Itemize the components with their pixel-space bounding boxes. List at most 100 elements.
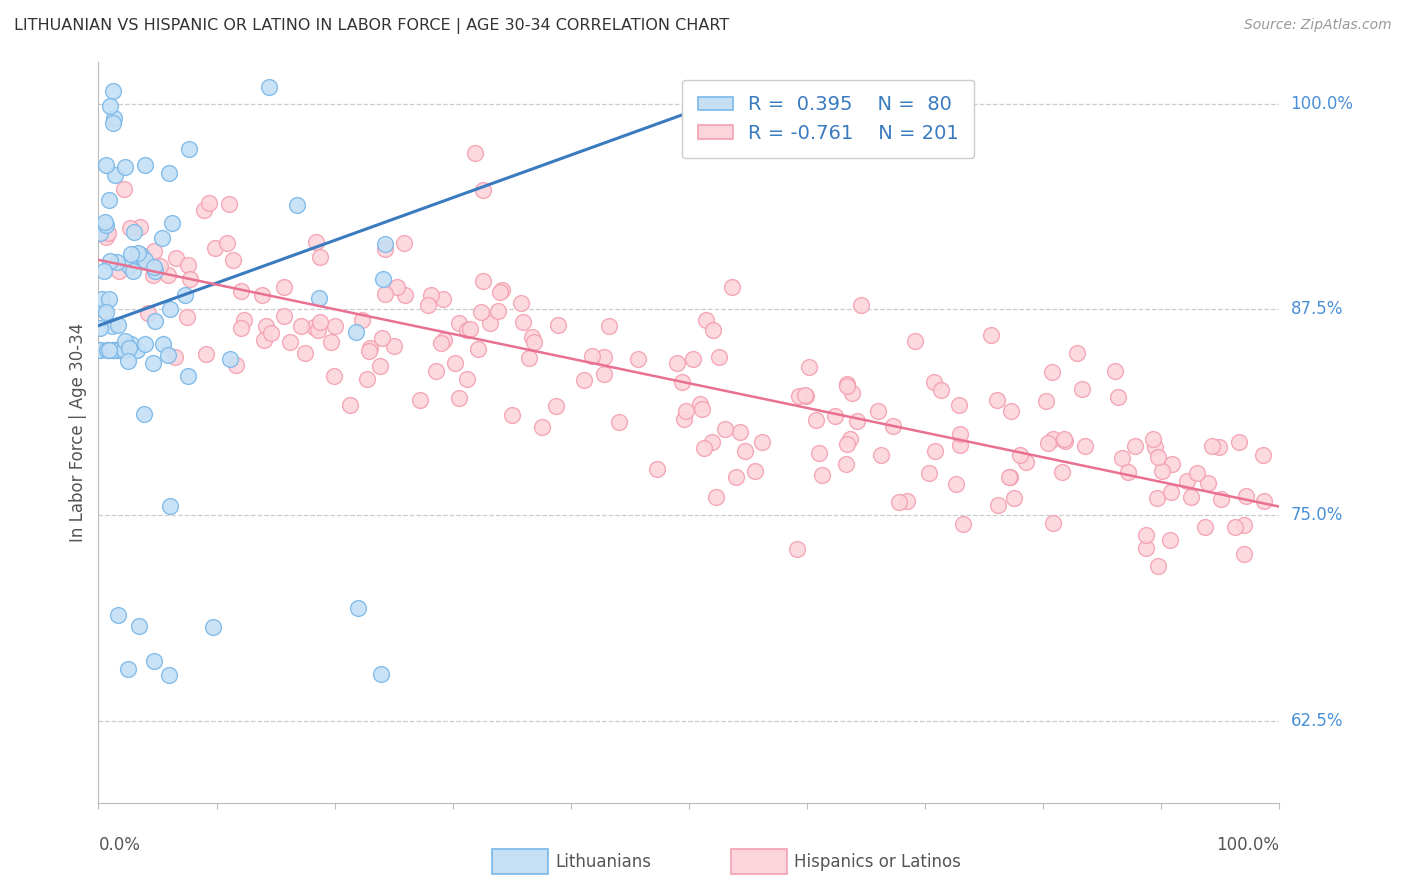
Point: [598, 318, 620, 333]
Point: [704, 490, 727, 504]
Point: [986, 393, 1008, 408]
Point: [418, 298, 440, 312]
Point: [1185, 467, 1208, 481]
Point: [374, 242, 396, 256]
Point: [904, 334, 927, 349]
Point: [382, 338, 405, 352]
Point: [734, 443, 756, 458]
Point: [522, 334, 544, 349]
Text: 0.0%: 0.0%: [98, 836, 141, 855]
Point: [305, 235, 328, 250]
Point: [724, 470, 747, 484]
Point: [103, 343, 125, 358]
Point: [104, 343, 127, 358]
Point: [118, 341, 141, 355]
Point: [1175, 474, 1198, 488]
Point: [323, 319, 346, 334]
Point: [294, 346, 316, 360]
Point: [117, 663, 139, 677]
Point: [1227, 435, 1250, 450]
Point: [794, 388, 817, 402]
Point: [1161, 457, 1184, 471]
Point: [149, 260, 172, 274]
Point: [229, 284, 252, 298]
Point: [447, 391, 470, 405]
Point: [98, 99, 121, 113]
Point: [512, 315, 534, 329]
Point: [339, 398, 361, 412]
Point: [308, 315, 330, 329]
Point: [128, 618, 150, 632]
Point: [374, 287, 396, 301]
Point: [479, 316, 502, 330]
Point: [302, 320, 325, 334]
Point: [232, 313, 254, 327]
Point: [695, 313, 717, 327]
Point: [120, 336, 142, 351]
Point: [105, 343, 128, 358]
Point: [794, 389, 817, 403]
Point: [96, 343, 118, 358]
Point: [163, 351, 186, 365]
Point: [998, 470, 1021, 484]
Point: [666, 356, 689, 370]
Point: [278, 334, 301, 349]
Point: [1002, 491, 1025, 505]
Point: [165, 251, 187, 265]
Point: [159, 499, 181, 513]
Point: [250, 288, 273, 302]
Point: [581, 349, 603, 363]
Point: [98, 343, 121, 358]
Point: [841, 386, 863, 401]
Point: [839, 433, 862, 447]
Point: [174, 287, 197, 301]
Text: Hispanics or Latinos: Hispanics or Latinos: [794, 853, 962, 871]
Point: [1223, 520, 1246, 534]
Point: [1107, 391, 1129, 405]
Point: [176, 310, 198, 325]
Point: [150, 231, 173, 245]
Point: [607, 415, 630, 429]
Point: [682, 352, 704, 367]
Point: [93, 303, 115, 318]
Point: [117, 354, 139, 368]
Point: [222, 253, 245, 268]
Point: [430, 335, 453, 350]
Point: [1232, 518, 1254, 533]
Point: [671, 375, 693, 389]
Point: [108, 343, 131, 358]
Point: [1070, 382, 1092, 396]
Point: [488, 285, 510, 299]
Point: [97, 226, 120, 240]
Point: [1253, 493, 1275, 508]
Point: [472, 273, 495, 287]
Point: [125, 343, 148, 358]
Point: [949, 438, 972, 452]
Point: [215, 235, 238, 250]
Point: [179, 272, 201, 286]
Point: [143, 314, 166, 328]
Point: [1211, 492, 1233, 507]
Point: [157, 268, 180, 282]
Point: [929, 383, 952, 397]
Point: [835, 377, 858, 392]
Point: [350, 312, 373, 326]
Point: [129, 220, 152, 235]
Point: [1104, 364, 1126, 378]
Point: [142, 260, 165, 275]
Point: [319, 334, 342, 349]
Point: [101, 115, 124, 129]
Point: [114, 343, 136, 358]
Point: [1135, 541, 1157, 555]
Point: [287, 198, 309, 212]
Point: [1208, 440, 1230, 454]
Point: [359, 342, 381, 356]
Point: [134, 158, 156, 172]
Point: [922, 376, 945, 390]
Point: [1035, 393, 1057, 408]
Point: [103, 111, 125, 125]
Point: [134, 407, 156, 421]
Point: [728, 425, 751, 439]
Point: [101, 343, 124, 358]
Point: [1194, 520, 1216, 534]
